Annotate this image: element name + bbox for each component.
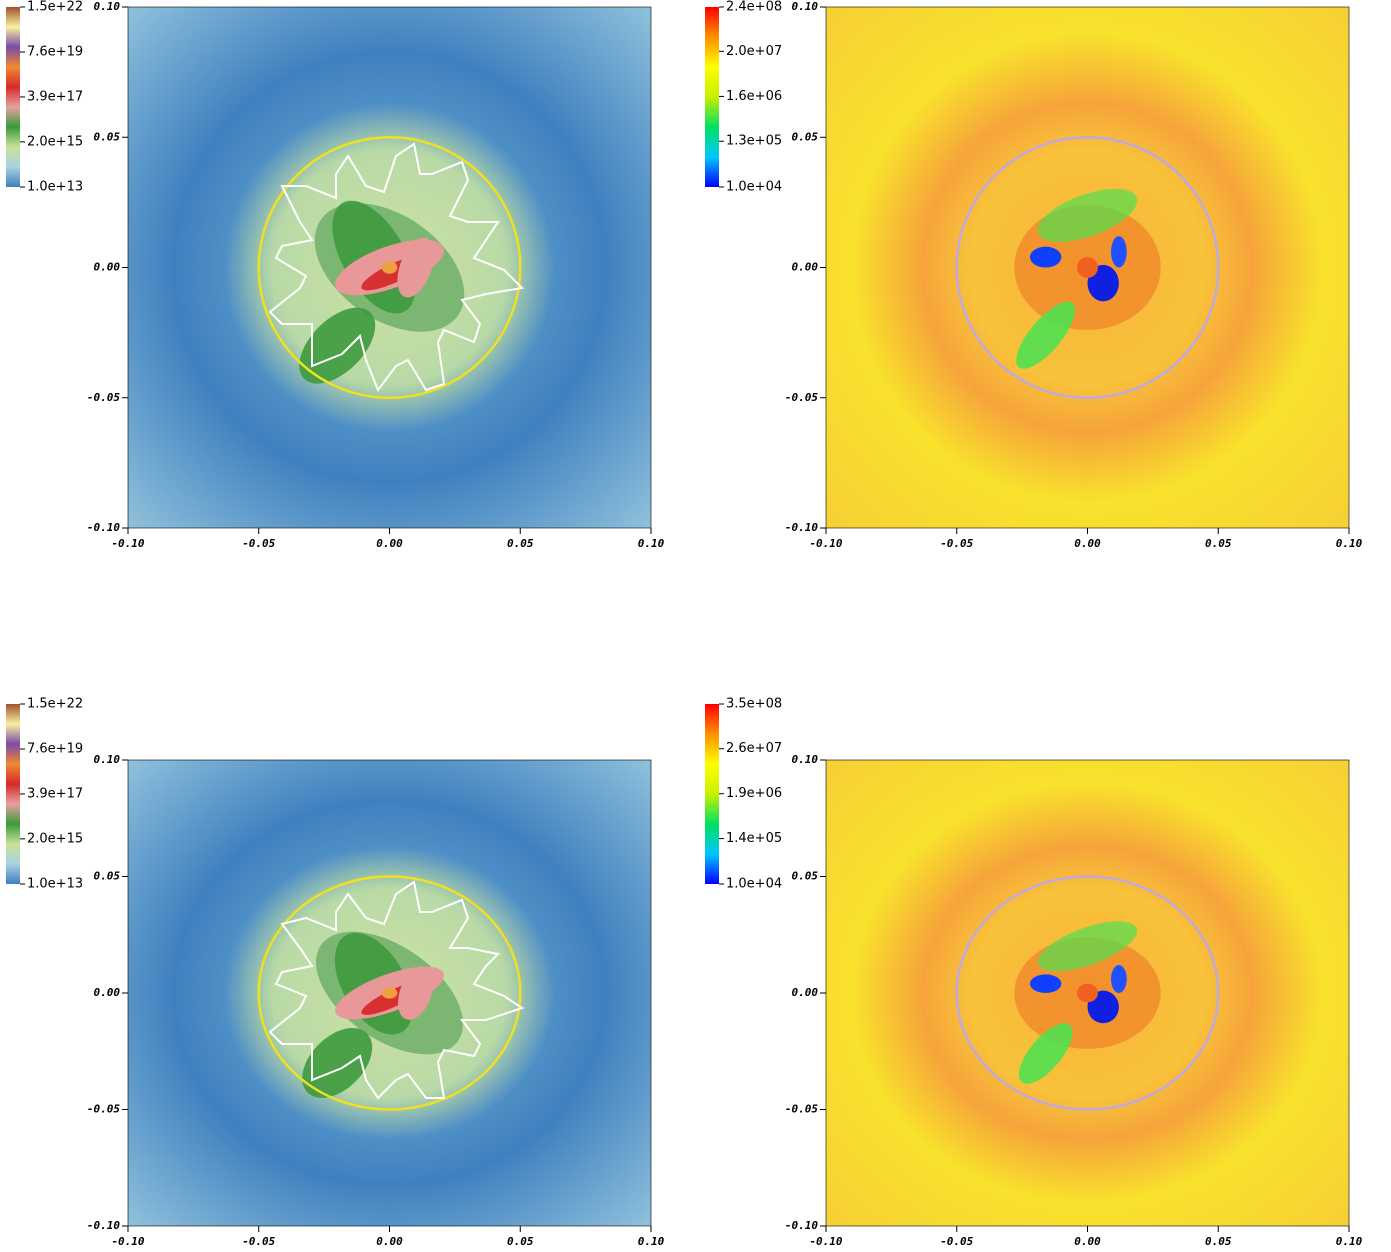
- heatmap: [826, 760, 1349, 1226]
- colorbar-label: 1.5e+22: [27, 0, 83, 15]
- y-tick-label: 0.05: [792, 130, 819, 143]
- colorbar-label: 1.3e+05: [726, 134, 782, 149]
- x-tick-label: -0.10: [809, 537, 842, 550]
- panel: -0.10 -0.05 0.00 0.05 0.10 -0.10 -0.05 0.00 0.05…: [705, 0, 1363, 550]
- colorbar: [705, 704, 719, 884]
- heatmap: [826, 7, 1349, 528]
- colorbar-label: 1.0e+13: [27, 180, 83, 195]
- colorbar-label: 2.0e+15: [27, 831, 83, 846]
- structure: [1077, 984, 1098, 1003]
- x-tick-label: 0.00: [376, 1235, 403, 1248]
- x-tick-label: -0.05: [940, 537, 973, 550]
- y-tick-label: -0.05: [785, 391, 818, 404]
- colorbar: [705, 7, 719, 187]
- structure: [1030, 247, 1061, 268]
- y-tick-label: -0.05: [87, 391, 120, 404]
- colorbar-label: 2.4e+08: [726, 0, 782, 15]
- x-tick-label: 0.00: [1074, 537, 1101, 550]
- y-tick-label: 0.10: [792, 0, 819, 13]
- x-tick-label: -0.05: [242, 537, 275, 550]
- x-tick-label: 0.05: [507, 1235, 534, 1248]
- colorbar-label: 1.0e+13: [27, 877, 83, 892]
- x-tick-label: 0.05: [1205, 1235, 1232, 1248]
- x-tick-label: 0.10: [638, 1235, 665, 1248]
- colorbar-label: 1.0e+04: [726, 180, 782, 195]
- y-tick-label: 0.00: [792, 261, 819, 274]
- figure: -0.10 -0.05 0.00 0.05 0.10 -0.10 -0.05 0.00 0.05…: [0, 0, 1391, 1252]
- colorbar-label: 2.6e+07: [726, 741, 782, 756]
- y-tick-label: 0.00: [94, 986, 121, 999]
- colorbar-label: 2.0e+15: [27, 134, 83, 149]
- y-tick-label: 0.05: [792, 870, 819, 883]
- x-tick-label: -0.10: [111, 1235, 144, 1248]
- colorbar: [6, 7, 20, 187]
- y-tick-label: -0.05: [785, 1103, 818, 1116]
- y-tick-label: 0.05: [94, 130, 121, 143]
- y-tick-label: -0.10: [785, 1219, 818, 1232]
- x-tick-label: 0.10: [1336, 537, 1363, 550]
- colorbar-label: 1.6e+06: [726, 89, 782, 104]
- structure: [1030, 974, 1061, 993]
- x-tick-label: -0.10: [809, 1235, 842, 1248]
- y-tick-label: 0.10: [94, 753, 121, 766]
- y-tick-label: 0.10: [792, 753, 819, 766]
- colorbar-label: 3.9e+17: [27, 786, 83, 801]
- x-tick-label: 0.10: [1336, 1235, 1363, 1248]
- structure: [382, 261, 398, 274]
- x-tick-label: -0.05: [242, 1235, 275, 1248]
- y-tick-label: 0.10: [94, 0, 121, 13]
- panel: -0.10 -0.05 0.00 0.05 0.10 -0.10 -0.05 0.00 0.05…: [6, 0, 665, 550]
- heatmap: [128, 7, 651, 528]
- x-tick-label: 0.05: [1205, 537, 1232, 550]
- x-tick-label: -0.10: [111, 537, 144, 550]
- structure: [1111, 965, 1127, 993]
- y-tick-label: -0.10: [87, 1219, 120, 1232]
- colorbar-label: 1.9e+06: [726, 786, 782, 801]
- colorbar-label: 3.5e+08: [726, 697, 782, 712]
- y-tick-label: -0.10: [785, 521, 818, 534]
- colorbar-label: 7.6e+19: [27, 45, 83, 60]
- colorbar-label: 2.0e+07: [726, 44, 782, 59]
- x-tick-label: 0.00: [1074, 1235, 1101, 1248]
- y-tick-label: -0.05: [87, 1103, 120, 1116]
- y-tick-label: 0.00: [792, 986, 819, 999]
- x-tick-label: 0.05: [507, 537, 534, 550]
- structure: [1077, 257, 1098, 278]
- y-tick-label: 0.05: [94, 870, 121, 883]
- colorbar-label: 1.0e+04: [726, 877, 782, 892]
- colorbar-label: 1.4e+05: [726, 831, 782, 846]
- structure: [382, 987, 398, 998]
- colorbar-label: 7.6e+19: [27, 742, 83, 757]
- panel: -0.10 -0.05 0.00 0.05 0.10 -0.10 -0.05 0.00 0.05…: [705, 697, 1363, 1249]
- colorbar-label: 3.9e+17: [27, 89, 83, 104]
- x-tick-label: -0.05: [940, 1235, 973, 1248]
- panel: -0.10 -0.05 0.00 0.05 0.10 -0.10 -0.05 0.00 0.05…: [6, 697, 665, 1249]
- colorbar: [6, 704, 20, 884]
- x-tick-label: 0.00: [376, 537, 403, 550]
- heatmap: [128, 760, 651, 1226]
- colorbar-label: 1.5e+22: [27, 697, 83, 712]
- x-tick-label: 0.10: [638, 537, 665, 550]
- structure: [1111, 236, 1127, 267]
- y-tick-label: -0.10: [87, 521, 120, 534]
- y-tick-label: 0.00: [94, 261, 121, 274]
